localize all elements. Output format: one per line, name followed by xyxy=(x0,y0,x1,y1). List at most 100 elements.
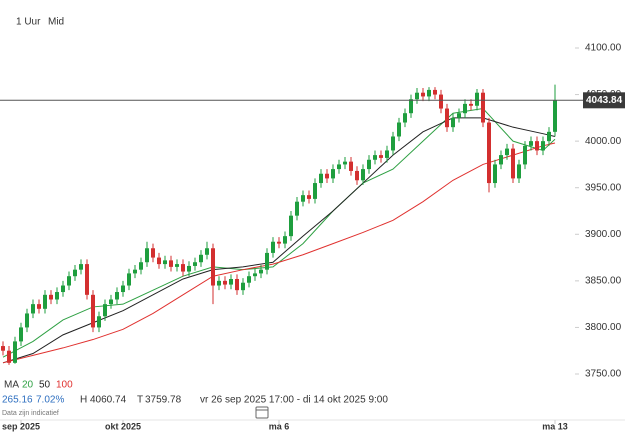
candle-body xyxy=(25,313,29,328)
candle-body xyxy=(31,304,35,314)
candle-body xyxy=(79,264,83,270)
candle-body xyxy=(553,100,557,132)
candle-body xyxy=(61,285,65,293)
candle-body xyxy=(97,316,101,328)
ma-line xyxy=(2,108,556,358)
ma-label: MA xyxy=(4,380,19,391)
candle-body xyxy=(457,113,461,118)
candle-body xyxy=(229,278,233,285)
candle-body xyxy=(319,173,323,184)
candle-body xyxy=(91,294,95,328)
candle-body xyxy=(439,94,443,109)
candle-body xyxy=(409,99,413,114)
y-tick-label: 3950.00 xyxy=(585,182,622,193)
x-tick-label: ma 6 xyxy=(269,421,290,431)
candle-body xyxy=(493,164,497,184)
candle-body xyxy=(169,260,173,267)
candle-body xyxy=(367,159,371,170)
candle-body xyxy=(523,145,527,165)
candle-body xyxy=(37,304,41,309)
candle-body xyxy=(307,195,311,199)
candle-body xyxy=(391,136,395,151)
candle-body xyxy=(181,264,185,272)
low-value: 3759.78 xyxy=(145,395,182,406)
candle-body xyxy=(325,173,329,179)
candle-body xyxy=(67,276,71,286)
candle-body xyxy=(349,161,353,171)
candle-body xyxy=(499,155,503,165)
candle-body xyxy=(163,260,167,265)
candle-body xyxy=(289,215,293,237)
candle-body xyxy=(535,141,539,151)
legend-entry: 50 xyxy=(39,380,51,391)
candle-body xyxy=(547,131,551,142)
candle-body xyxy=(331,169,335,179)
candle-body xyxy=(427,89,431,97)
candle-body xyxy=(13,341,17,363)
candle-body xyxy=(277,241,281,244)
price-type[interactable]: Mid xyxy=(48,17,64,28)
change: 265.16 xyxy=(2,395,33,406)
candle-body xyxy=(43,294,47,309)
candle-body xyxy=(469,103,473,106)
candle-body xyxy=(379,155,383,158)
candle-body xyxy=(271,241,275,253)
calendar-icon[interactable] xyxy=(255,406,269,419)
candle-body xyxy=(505,148,509,156)
candle-body xyxy=(55,292,59,300)
candle-body xyxy=(517,164,521,179)
y-tick-label: 4100.00 xyxy=(585,43,622,54)
candle-body xyxy=(481,92,485,123)
candle-body xyxy=(73,269,77,277)
candle-body xyxy=(541,141,545,151)
candle-body xyxy=(127,273,131,286)
candle-body xyxy=(421,92,425,97)
candle-body xyxy=(85,264,89,295)
candle-body xyxy=(205,248,209,255)
low-label: T xyxy=(137,395,143,406)
candle-body xyxy=(247,276,251,283)
candle-body xyxy=(283,236,287,244)
high-label: H xyxy=(80,395,87,406)
y-tick-label: 3800.00 xyxy=(585,322,622,333)
candle-body xyxy=(115,292,119,300)
candle-body xyxy=(355,170,359,181)
candle-body xyxy=(487,122,491,184)
candle-body xyxy=(511,148,515,179)
candle-body xyxy=(475,92,479,106)
candle-body xyxy=(1,346,5,351)
candle-body xyxy=(19,327,23,342)
candle-body xyxy=(49,294,53,300)
x-tick-label: ma 13 xyxy=(542,421,568,431)
candle-body xyxy=(385,150,389,158)
candle-body xyxy=(343,161,347,165)
candle-body xyxy=(295,201,299,216)
candle-body xyxy=(157,257,161,265)
ma-line xyxy=(2,142,556,364)
date-range: vr 26 sep 2025 17:00 - di 14 okt 2025 9:… xyxy=(200,395,388,406)
legend-entry: 100 xyxy=(56,380,73,391)
candle-body xyxy=(259,269,263,274)
candle-body xyxy=(253,273,257,277)
candle-body xyxy=(337,164,341,170)
candle-body xyxy=(265,252,269,270)
candle-body xyxy=(403,113,407,123)
candle-body xyxy=(373,155,377,160)
last-price-label: 4043.84 xyxy=(586,95,623,106)
note: Data zijn indicatief xyxy=(2,410,59,417)
interval[interactable]: 1 Uur xyxy=(16,17,41,28)
candle-body xyxy=(451,117,455,128)
candle-body xyxy=(121,285,125,293)
candle-body xyxy=(361,169,365,181)
candle-body xyxy=(199,254,203,263)
candle-body xyxy=(301,195,305,202)
high-value: 4060.74 xyxy=(90,395,127,406)
x-tick-label: sep 2025 xyxy=(2,421,40,431)
candle-body xyxy=(445,108,449,128)
candle-body xyxy=(397,122,401,137)
candle-body xyxy=(463,103,467,114)
candle-body xyxy=(235,278,239,291)
candle-body xyxy=(187,265,191,272)
y-tick-label: 4000.00 xyxy=(585,136,622,147)
candle-body xyxy=(109,299,113,305)
